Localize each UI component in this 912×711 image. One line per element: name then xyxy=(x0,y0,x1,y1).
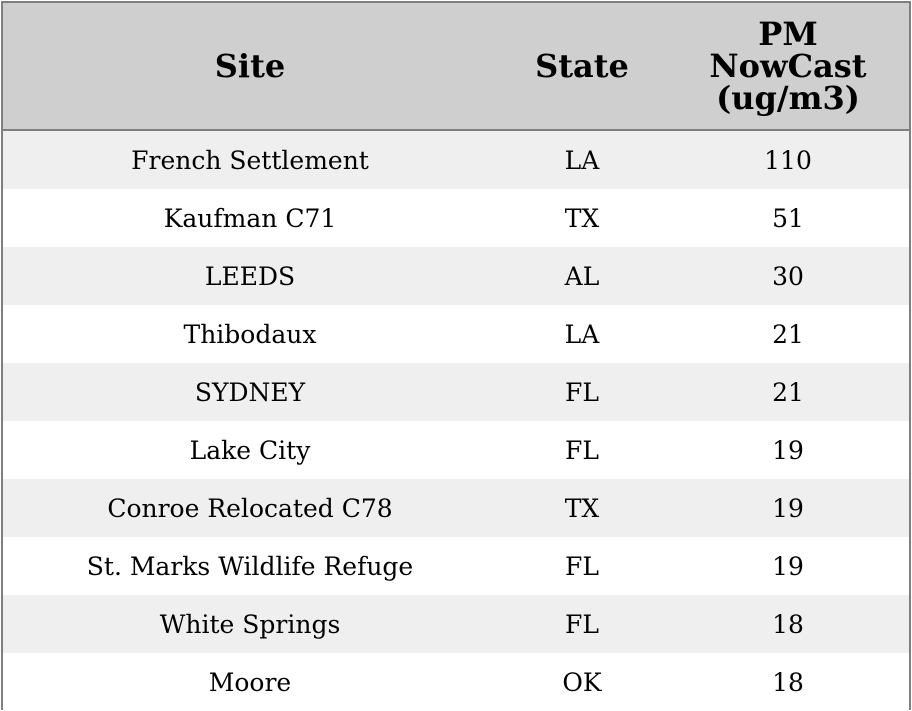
cell-pm-value: 19 xyxy=(772,551,804,581)
cell-state: OK xyxy=(562,667,602,697)
table-row: SYDNEY FL 21 xyxy=(3,363,909,421)
header-pm-line3: (ug/m3) xyxy=(716,79,860,117)
cell-state: FL xyxy=(565,609,599,639)
header-pm-nowcast: PM NowCast (ug/m3) xyxy=(667,3,909,129)
cell-site: Conroe Relocated C78 xyxy=(107,493,393,523)
cell-site: SYDNEY xyxy=(194,377,306,407)
header-site: Site xyxy=(3,3,497,129)
cell-pm-value: 18 xyxy=(772,667,804,697)
header-pm-line2: NowCast xyxy=(709,47,867,85)
cell-state: LA xyxy=(564,145,600,175)
cell-site: French Settlement xyxy=(131,145,369,175)
cell-pm-value: 21 xyxy=(772,377,804,407)
cell-state: AL xyxy=(564,261,600,291)
cell-pm-value: 30 xyxy=(772,261,804,291)
table-row: Kaufman C71 TX 51 xyxy=(3,189,909,247)
cell-site: Lake City xyxy=(189,435,311,465)
cell-site: St. Marks Wildlife Refuge xyxy=(86,551,414,581)
cell-site: LEEDS xyxy=(204,261,296,291)
table-row: Lake City FL 19 xyxy=(3,421,909,479)
header-state-label: State xyxy=(535,47,629,85)
cell-state: LA xyxy=(564,319,600,349)
cell-pm-value: 18 xyxy=(772,609,804,639)
table-header: Site State PM NowCast (ug/m3) xyxy=(3,3,909,131)
cell-pm-value: 19 xyxy=(772,435,804,465)
header-site-label: Site xyxy=(214,47,286,85)
cell-pm-value: 51 xyxy=(772,203,804,233)
cell-state: FL xyxy=(565,551,599,581)
cell-site: Kaufman C71 xyxy=(163,203,337,233)
cell-state: FL xyxy=(565,435,599,465)
cell-pm-value: 110 xyxy=(764,145,812,175)
table-row: Thibodaux LA 21 xyxy=(3,305,909,363)
cell-site: Thibodaux xyxy=(183,319,317,349)
cell-site: White Springs xyxy=(159,609,341,639)
cell-pm-value: 21 xyxy=(772,319,804,349)
header-state: State xyxy=(497,3,667,129)
header-pm-line1: PM xyxy=(758,15,818,53)
table-row: Conroe Relocated C78 TX 19 xyxy=(3,479,909,537)
table-row: LEEDS AL 30 xyxy=(3,247,909,305)
cell-site: Moore xyxy=(208,667,292,697)
table-row: St. Marks Wildlife Refuge FL 19 xyxy=(3,537,909,595)
table-row: French Settlement LA 110 xyxy=(3,131,909,189)
cell-state: TX xyxy=(564,493,600,523)
cell-state: TX xyxy=(564,203,600,233)
cell-state: FL xyxy=(565,377,599,407)
table-row: Moore OK 18 xyxy=(3,653,909,711)
table-row: White Springs FL 18 xyxy=(3,595,909,653)
cell-pm-value: 19 xyxy=(772,493,804,523)
